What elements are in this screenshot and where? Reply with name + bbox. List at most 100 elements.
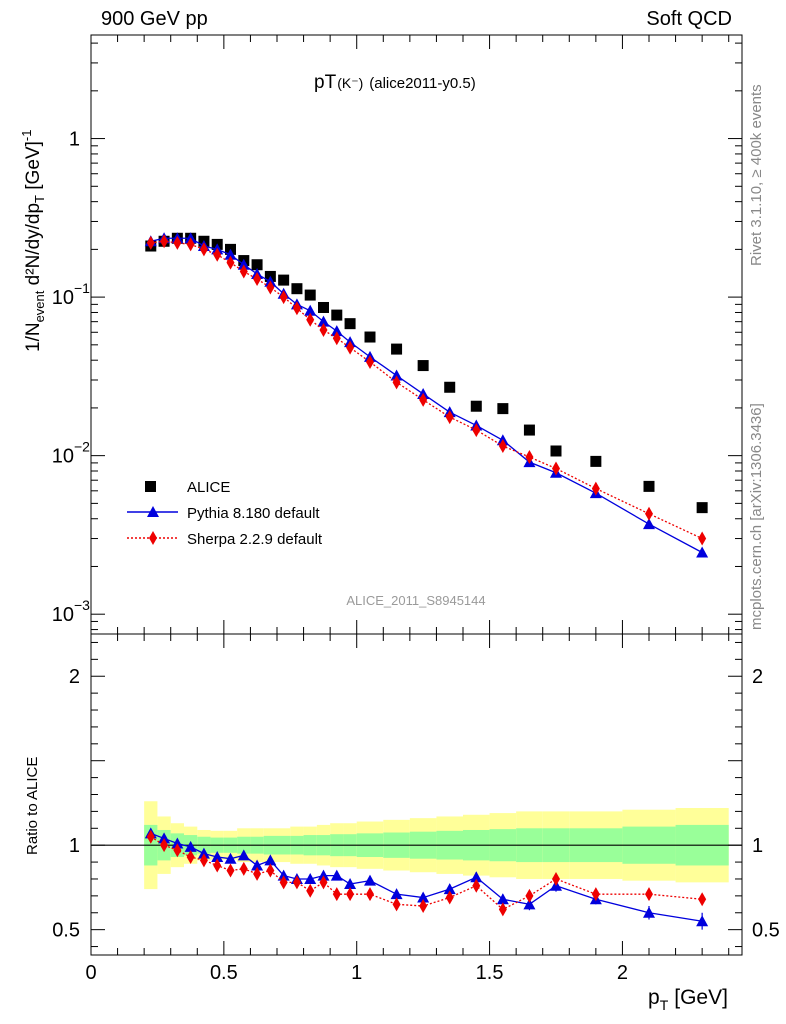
header-right-label: Soft QCD bbox=[646, 8, 732, 30]
main-point-diamond bbox=[239, 264, 248, 279]
ratio-point-triangle bbox=[184, 840, 197, 852]
legend-label-sherpa: Sherpa 2.2.9 default bbox=[187, 531, 323, 548]
ratio-point-diamond bbox=[213, 858, 222, 873]
ratio-point-diamond bbox=[498, 902, 507, 917]
ratio-point-diamond bbox=[552, 871, 560, 886]
ratio-tick-label-left: 2 bbox=[69, 666, 80, 688]
ratio-plot-frame bbox=[90, 633, 743, 956]
header-left-label: 900 GeV pp bbox=[101, 8, 208, 30]
ratio-point-triangle bbox=[171, 837, 184, 849]
ratio-point-triangle bbox=[224, 852, 237, 864]
main-point-triangle bbox=[224, 248, 237, 260]
y-axis-label-unit: [GeV] bbox=[23, 141, 44, 195]
main-point-square bbox=[696, 502, 708, 514]
ratio-point-triangle bbox=[197, 847, 210, 859]
main-point-diamond bbox=[591, 481, 600, 496]
ratio-y-axis-label: Ratio to ALICE bbox=[24, 757, 41, 855]
ratio-tick-label-right: 0.5 bbox=[752, 920, 780, 942]
watermark-label: ALICE_2011_S8945144 bbox=[346, 593, 485, 608]
ratio-point-diamond bbox=[591, 887, 600, 902]
main-point-triangle bbox=[237, 258, 250, 270]
main-point-square bbox=[391, 343, 403, 355]
main-point-square bbox=[291, 283, 303, 295]
ratio-point-diamond bbox=[698, 892, 707, 907]
main-point-diamond bbox=[698, 531, 707, 546]
ratio-point-triangle bbox=[496, 893, 509, 905]
x-tick-label: 0 bbox=[85, 962, 96, 984]
main-point-triangle bbox=[317, 315, 330, 327]
ratio-point-diamond bbox=[239, 861, 248, 876]
main-point-square bbox=[251, 259, 263, 271]
legend-marker-sherpa bbox=[149, 531, 157, 545]
legend-label-pythia: Pythia 8.180 default bbox=[187, 505, 320, 522]
x-axis-label: pT [GeV] bbox=[648, 986, 728, 1013]
ratio-point-diamond bbox=[366, 887, 374, 902]
y-tick-label: 10 bbox=[52, 446, 74, 468]
main-point-square bbox=[344, 318, 356, 330]
ratio-point-triangle bbox=[470, 871, 483, 883]
main-point-square bbox=[523, 424, 535, 436]
main-point-diamond bbox=[552, 461, 560, 476]
main-point-diamond bbox=[366, 354, 374, 369]
ratio-tick-label-right: 1 bbox=[752, 835, 763, 857]
ratio-point-triangle bbox=[417, 891, 430, 903]
main-point-diamond bbox=[319, 323, 328, 338]
ratio-point-triangle bbox=[696, 915, 709, 927]
ratio-point-diamond bbox=[319, 875, 328, 890]
y-axis-label-top: 1/N bbox=[23, 322, 44, 352]
main-plot-series bbox=[144, 232, 709, 558]
main-point-square bbox=[304, 289, 316, 301]
ratio-line-diamond bbox=[150, 836, 703, 911]
ratio-point-diamond bbox=[306, 883, 315, 898]
legend-marker-pythia bbox=[147, 506, 159, 517]
ratio-plot-series bbox=[144, 827, 709, 930]
plot-title-tag: (alice2011-y0.5) bbox=[369, 75, 475, 92]
main-point-diamond bbox=[332, 331, 341, 346]
y-tick-exponent: −2 bbox=[74, 439, 90, 455]
ratio-point-triangle bbox=[390, 888, 403, 900]
ratio-point-diamond bbox=[392, 897, 401, 912]
y-axis-label-top-sub: event bbox=[32, 290, 47, 322]
ratio-point-diamond bbox=[199, 853, 208, 868]
x-tick-label: 0.5 bbox=[210, 962, 238, 984]
ratio-point-diamond bbox=[266, 863, 275, 878]
ratio-point-diamond bbox=[332, 887, 341, 902]
y-tick-label: 1 bbox=[69, 129, 80, 151]
plot-title: pT(K⁻) (alice2011-y0.5) bbox=[314, 72, 476, 93]
main-point-triangle bbox=[304, 304, 317, 316]
y-tick-exponent: −3 bbox=[74, 597, 90, 613]
ratio-point-diamond bbox=[226, 863, 235, 878]
x-tick-label: 1.5 bbox=[476, 962, 504, 984]
plot-title-main: pT bbox=[314, 72, 337, 93]
main-point-triangle bbox=[696, 546, 709, 558]
main-point-square bbox=[364, 331, 376, 343]
main-point-diamond bbox=[306, 312, 315, 327]
ratio-tick-label-right: 2 bbox=[752, 666, 763, 688]
main-point-square bbox=[550, 445, 562, 457]
main-point-square bbox=[278, 274, 290, 286]
ratio-point-triangle bbox=[364, 874, 376, 886]
legend: ALICE Pythia 8.180 default Sherpa 2.2.9 … bbox=[127, 479, 323, 548]
main-point-square bbox=[643, 480, 655, 492]
legend-marker-alice bbox=[145, 481, 156, 492]
main-point-square bbox=[331, 309, 343, 321]
main-point-diamond bbox=[645, 506, 653, 521]
ratio-point-triangle bbox=[277, 869, 290, 881]
main-point-diamond bbox=[226, 255, 235, 270]
main-point-triangle bbox=[330, 325, 343, 337]
main-point-diamond bbox=[146, 235, 155, 250]
main-point-diamond bbox=[472, 423, 481, 438]
ratio-point-triangle bbox=[158, 832, 171, 844]
ratio-point-triangle bbox=[211, 851, 224, 863]
main-line-diamond bbox=[150, 240, 703, 540]
ratio-point-diamond bbox=[292, 875, 301, 890]
main-point-diamond bbox=[525, 450, 534, 465]
x-tick-label: 2 bbox=[617, 962, 628, 984]
ratio-point-triangle bbox=[264, 854, 277, 866]
main-point-square bbox=[318, 301, 329, 313]
ratio-point-diamond bbox=[346, 887, 355, 902]
ratio-point-diamond bbox=[186, 850, 195, 865]
ratio-point-diamond bbox=[445, 890, 454, 905]
ratio-point-diamond bbox=[253, 866, 262, 881]
main-point-diamond bbox=[173, 235, 182, 250]
